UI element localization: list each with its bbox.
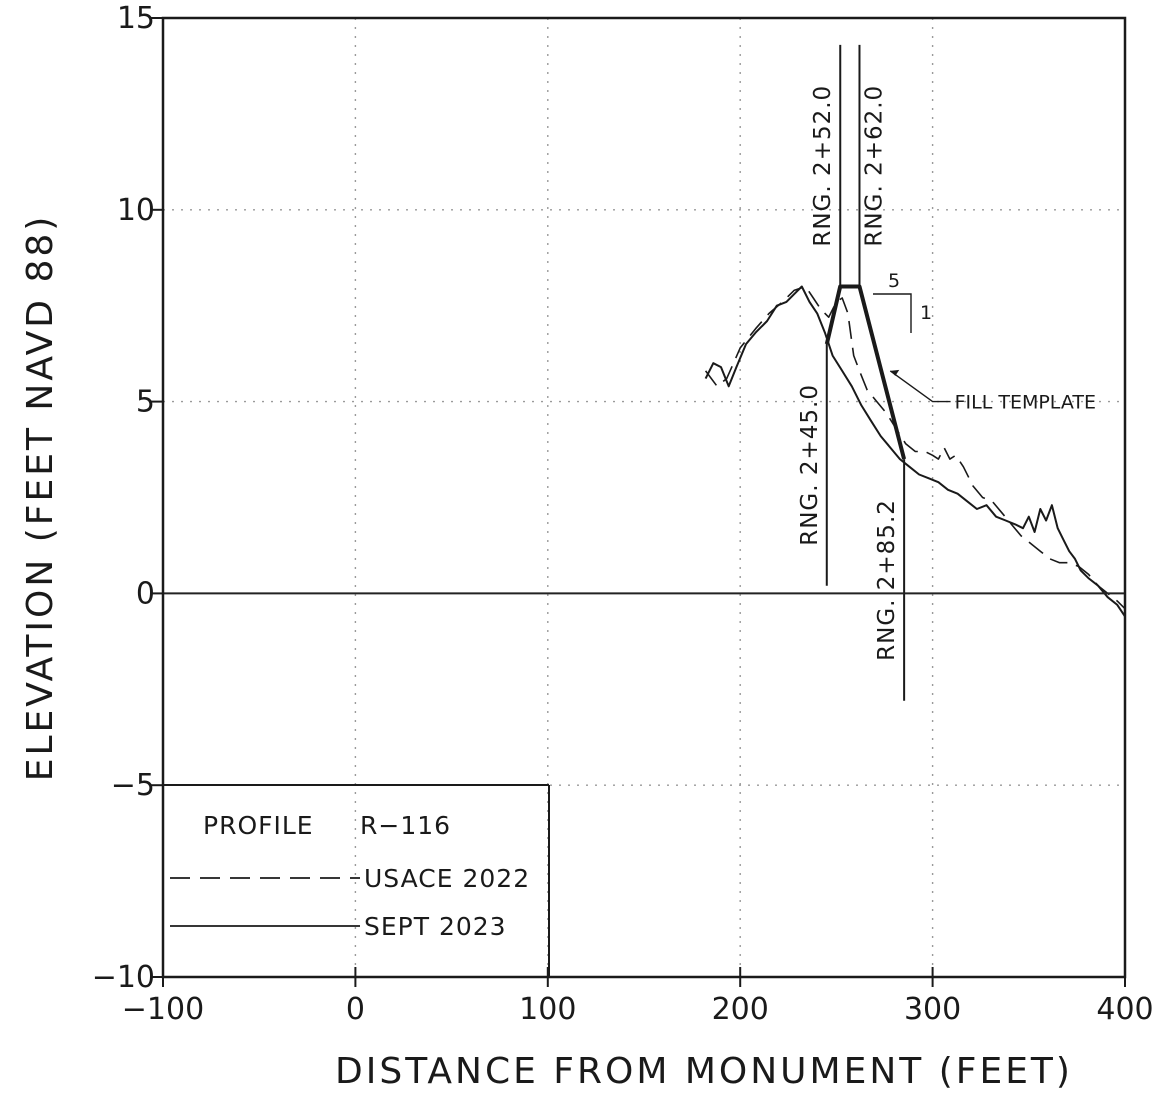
y-tick-label: 5	[136, 385, 155, 420]
grid-lines	[163, 18, 1125, 977]
legend-entry-label: USACE 2022	[364, 864, 530, 893]
slope-rise-label: 1	[920, 302, 932, 324]
x-tick-label: 100	[519, 992, 576, 1027]
series-line-sept-2023	[704, 285, 1126, 617]
y-tick-label: 10	[117, 193, 155, 228]
range-marker-label: RNG. 2+85.2	[874, 499, 900, 661]
legend-title: PROFILE	[203, 811, 314, 840]
x-tick-label: 200	[712, 992, 769, 1027]
x-tick-label: 300	[904, 992, 961, 1027]
slope-run-label: 5	[888, 270, 900, 292]
fill-template-line	[824, 284, 907, 460]
fill-template-label: FILL TEMPLATE	[955, 392, 1096, 414]
x-tick-label: −100	[122, 992, 204, 1027]
x-tick-label: 0	[346, 992, 365, 1027]
y-axis-title: ELEVATION (FEET NAVD 88)	[20, 214, 61, 782]
x-axis-title: DISTANCE FROM MONUMENT (FEET)	[335, 1051, 1073, 1092]
range-marker-label: RNG. 2+62.0	[861, 85, 887, 247]
range-marker-label: RNG. 2+52.0	[810, 85, 836, 247]
slope-symbol	[873, 293, 912, 333]
plot-frame	[161, 16, 1127, 979]
y-tick-label: −5	[111, 768, 155, 803]
y-tick-label: 15	[117, 1, 155, 36]
legend-profile-id: R−116	[360, 811, 451, 840]
series-line-usace-2022	[704, 285, 1126, 610]
x-tick-label: 400	[1096, 992, 1153, 1027]
y-tick-label: 0	[136, 576, 155, 611]
y-tick-label: −10	[92, 960, 155, 995]
annotations: FILL TEMPLATE 51	[873, 270, 1096, 414]
range-markers: RNG. 2+52.0 RNG. 2+62.0 RNG. 2+45.0 RNG. 2+…	[797, 44, 906, 701]
series-lines	[704, 284, 1126, 617]
fill-template-leader	[889, 370, 951, 403]
range-marker-label: RNG. 2+45.0	[797, 384, 823, 546]
arrowhead-icon	[890, 369, 900, 376]
legend: PROFILE R−116 USACE 2022 SEPT 2023	[163, 784, 550, 977]
legend-entry-label: SEPT 2023	[364, 912, 507, 941]
